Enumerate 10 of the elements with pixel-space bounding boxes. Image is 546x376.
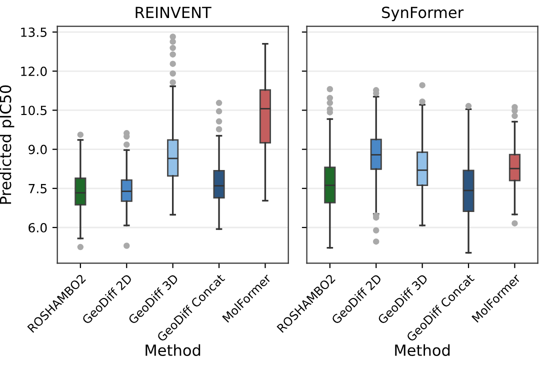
y-tick-label: 10.5 [21,106,47,116]
chart-title: SynFormer [382,6,464,22]
x-axis-title: Method [146,344,200,356]
y-tick-label: 12.0 [21,66,47,76]
y-tick-label: 7.5 [28,184,47,194]
y-tick-label: 6.0 [28,222,47,232]
chart-title: REINVENT [136,6,212,18]
x-axis-title: Method [395,344,450,356]
y-tick-label: 13.5 [21,28,47,37]
y-tick-label: 9.0 [28,144,47,154]
